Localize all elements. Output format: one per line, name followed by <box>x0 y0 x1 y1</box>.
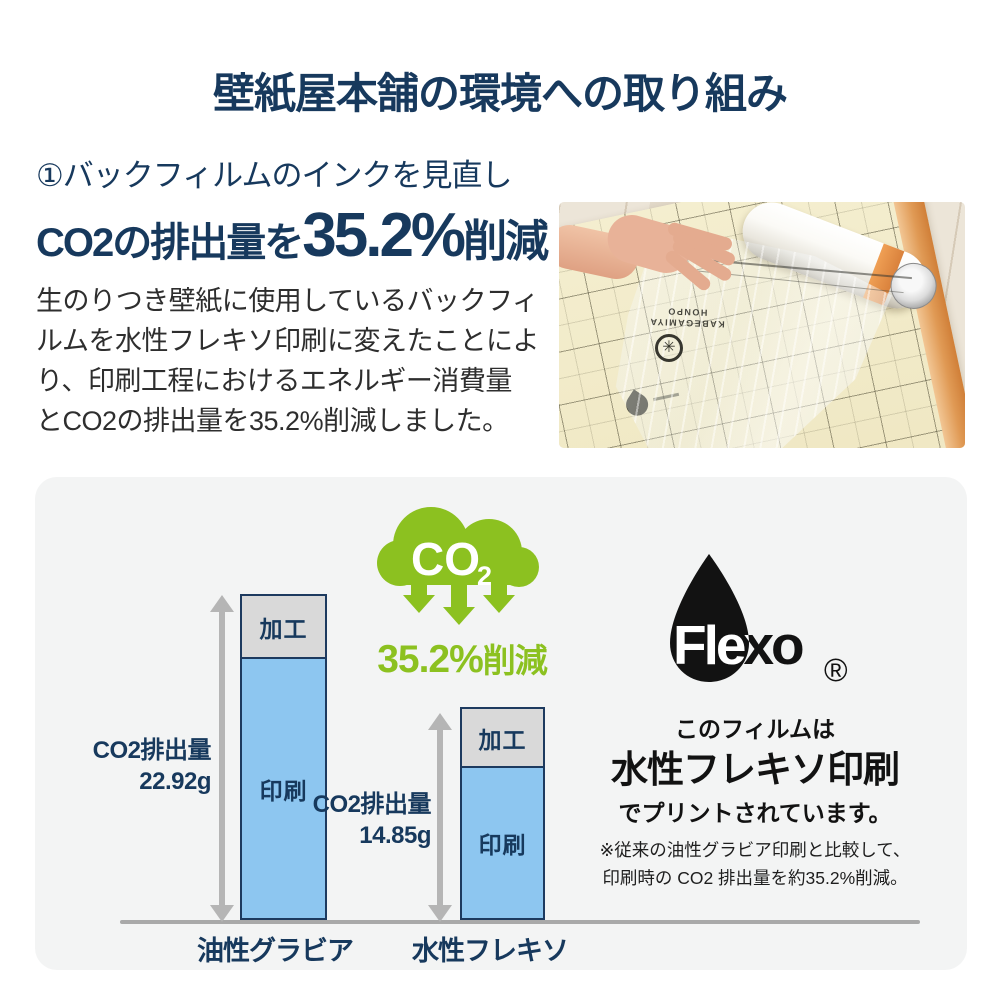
flexo-logo: Flexo Flexo ® <box>670 554 848 688</box>
lead-suffix: 削減 <box>463 217 549 266</box>
page-title: 壁紙屋本舗の環境への取り組み <box>212 70 788 117</box>
segment-label: 印刷 <box>259 777 308 804</box>
film-emblem-icon: ✳ <box>655 334 683 362</box>
lead-prefix: CO2の排出量を <box>36 221 304 265</box>
bar-water-flexo: 加工 印刷 <box>460 707 545 920</box>
segment-processing: 加工 <box>242 596 325 659</box>
emission-total-label: CO2排出量 22.92g <box>35 735 212 797</box>
sheet-orange-edge <box>884 202 965 448</box>
category-label-oil-gravure: 油性グラビア <box>197 936 354 966</box>
segment-label: 加工 <box>478 726 527 753</box>
cloud-sub-label: 2 <box>477 561 492 591</box>
segment-label: 印刷 <box>478 832 527 858</box>
flexo-note-1: ※従来の油性グラビア印刷と比較して、 <box>599 840 911 860</box>
flexo-caption-2: 水性フレキソ印刷 <box>611 749 900 790</box>
emission-total-value: 14.85g <box>359 822 431 849</box>
lead-line: CO2の排出量を 35.2% 削減 <box>36 200 549 271</box>
hand <box>559 204 755 294</box>
segment-printing: 印刷 <box>462 768 543 918</box>
infographic-panel: 加工 印刷 加工 印刷 CO2排出量 22.92g CO2排出量 14.85g … <box>35 477 967 970</box>
chart-axis <box>120 920 920 924</box>
flexo-note-2: 印刷時の CO2 排出量を約35.2%削減。 <box>602 868 908 888</box>
co2-reduction-label: 35.2%削減 <box>337 634 587 682</box>
emission-range-arrow-icon <box>209 595 235 922</box>
emission-total-value: 22.92g <box>139 768 211 795</box>
cloud-co-label: CO <box>411 533 480 585</box>
flexo-caption-3: でプリントされています。 <box>618 800 892 826</box>
bar-oil-gravure: 加工 印刷 <box>240 594 327 920</box>
emission-total-label: CO2排出量 14.85g <box>255 789 432 851</box>
reduction-suffix: 削減 <box>482 642 548 679</box>
body-line: り、印刷工程におけるエネルギー消費量 <box>36 366 512 396</box>
body-line: 生のりつき壁紙に使用しているバックフィ <box>36 286 539 316</box>
co2-cloud-icon: CO 2 <box>377 507 539 625</box>
flexo-brand-text: Flexo <box>673 614 803 676</box>
lead-value: 35.2% <box>302 201 466 270</box>
registered-mark: ® <box>824 652 848 688</box>
flexo-brand-text-overlay: Flexo <box>673 614 803 676</box>
body-line: とCO2の排出量を35.2%削減しました。 <box>36 406 509 436</box>
segment-label: 加工 <box>259 615 308 642</box>
product-photo: KABEGAMIYA HONPO ✳ <box>559 202 965 448</box>
emission-range-arrow-icon <box>427 713 453 922</box>
body-paragraph: 生のりつき壁紙に使用しているバックフィ ルムを水性フレキソ印刷に変えたことによ … <box>36 281 556 441</box>
body-line: ルムを水性フレキソ印刷に変えたことによ <box>36 326 539 356</box>
reduction-value: 35.2% <box>377 638 484 681</box>
category-label-water-flexo: 水性フレキソ <box>412 936 569 966</box>
segment-processing: 加工 <box>462 709 543 768</box>
flexo-caption-1: このフィルムは <box>674 716 836 742</box>
segment-printing: 印刷 <box>242 659 325 918</box>
emission-total-title: CO2排出量 <box>312 791 432 818</box>
film-brand-text: KABEGAMIYA HONPO <box>647 305 728 330</box>
flexo-droplet-icon <box>670 554 749 682</box>
section-heading: ①バックフィルムのインクを見直し <box>36 158 513 193</box>
emission-total-title: CO2排出量 <box>92 737 212 764</box>
